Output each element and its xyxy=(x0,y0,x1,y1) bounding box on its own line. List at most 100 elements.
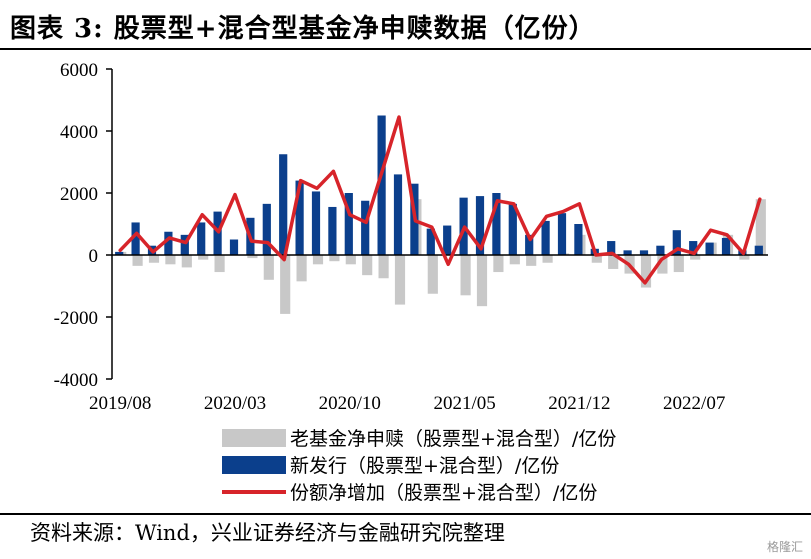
net-increase-point xyxy=(676,247,679,250)
net-increase-point xyxy=(233,193,237,196)
net-increase-point xyxy=(348,213,351,216)
old-fund-bar xyxy=(296,255,307,282)
old-fund-bar xyxy=(263,255,274,280)
new-issue-bar xyxy=(705,242,714,255)
new-issue-bar xyxy=(557,213,567,255)
new-issue-bar xyxy=(180,234,189,255)
net-increase-point xyxy=(611,252,614,255)
source-note: 资料来源：Wind，兴业证券经济与金融研究院整理 xyxy=(30,521,505,545)
old-fund-bar xyxy=(657,255,668,274)
new-issue-bar xyxy=(754,245,763,255)
net-increase-point xyxy=(758,198,761,201)
new-issue-bar xyxy=(656,245,665,255)
new-issue-bar xyxy=(623,250,632,255)
legend-label: 份额净增加（股票型+混合型）/亿份 xyxy=(290,482,597,504)
net-increase-point xyxy=(643,281,647,285)
old-fund-bar xyxy=(362,255,373,276)
new-issue-bar xyxy=(295,180,304,255)
net-increase-point xyxy=(266,241,269,244)
source-rule xyxy=(0,513,811,515)
net-increase-line xyxy=(118,115,762,285)
new-issue-bar xyxy=(131,222,140,255)
old-fund-bar xyxy=(493,255,504,273)
old-fund-bar xyxy=(608,255,619,269)
old-fund-bar xyxy=(640,255,652,288)
net-increase-point xyxy=(725,233,729,237)
y-tick-label: 4000 xyxy=(60,122,98,143)
x-tick-label: 2020/10 xyxy=(319,393,381,414)
y-tick-label: 0 xyxy=(89,246,99,267)
new-issue-bar xyxy=(344,193,353,255)
new-issue-bar xyxy=(229,239,239,255)
old-fund-bar xyxy=(476,255,488,307)
chart-title: 图表 3: 股票型+混合型基金净申赎数据（亿份） xyxy=(10,14,596,44)
y-tick-label: 6000 xyxy=(60,60,98,81)
old-fund-bar xyxy=(165,255,176,265)
net-increase-point xyxy=(709,229,712,232)
net-increase-point xyxy=(315,187,319,190)
net-increase-point xyxy=(660,258,663,261)
new-issue-bar xyxy=(492,193,501,255)
new-issue-bar xyxy=(508,203,517,255)
old-fund-bar xyxy=(394,255,406,305)
legend-label: 老基金净申赎（股票型+混合型）/亿份 xyxy=(290,428,616,450)
new-issue-bar xyxy=(426,228,435,255)
new-issue-bar xyxy=(443,225,452,255)
old-fund-bar xyxy=(280,255,291,314)
old-fund-bar xyxy=(690,255,701,260)
old-fund-bar xyxy=(591,255,602,263)
new-issue-bar xyxy=(607,241,616,255)
old-fund-bar xyxy=(378,255,389,279)
x-tick-label: 2021/05 xyxy=(433,393,495,414)
new-issue-bar xyxy=(115,251,124,255)
net-increase-point xyxy=(299,179,302,182)
old-fund-bar xyxy=(526,255,537,266)
x-tick-label: 2022/07 xyxy=(663,393,725,414)
title-rule xyxy=(0,48,811,50)
net-increase-point xyxy=(447,263,450,266)
x-tick-label: 2019/08 xyxy=(89,393,151,414)
new-issue-bar xyxy=(672,230,681,255)
net-increase-point xyxy=(529,238,532,241)
net-increase-point xyxy=(381,168,384,171)
net-increase-point xyxy=(283,258,286,261)
net-increase-point xyxy=(578,202,581,206)
net-increase-point xyxy=(151,250,155,254)
net-increase-point xyxy=(594,253,597,257)
old-fund-bar xyxy=(132,255,143,266)
net-increase-point xyxy=(742,252,745,255)
old-fund-bar xyxy=(247,255,258,259)
net-increase-point xyxy=(217,230,220,233)
net-increase-point xyxy=(184,241,187,244)
series-new-bars xyxy=(115,115,763,255)
net-increase-point xyxy=(561,210,565,213)
new-issue-bar xyxy=(541,220,550,255)
new-issue-bar xyxy=(311,191,321,255)
new-issue-bar xyxy=(393,174,403,255)
new-issue-bar xyxy=(475,196,485,255)
old-fund-bar xyxy=(312,255,324,265)
legend-swatch-old xyxy=(222,429,286,447)
old-fund-bar xyxy=(329,255,340,262)
old-fund-bar xyxy=(148,255,160,263)
new-issue-bar xyxy=(377,115,386,255)
watermark-logo: 格隆汇 xyxy=(766,540,803,554)
x-tick-label: 2020/03 xyxy=(204,393,266,414)
net-increase-point xyxy=(135,232,138,235)
legend-label: 新发行（股票型+混合型）/亿份 xyxy=(290,455,559,477)
old-fund-bar xyxy=(181,255,192,268)
old-fund-bar xyxy=(345,255,356,265)
legend: 老基金净申赎（股票型+混合型）/亿份新发行（股票型+混合型）/亿份份额净增加（股… xyxy=(222,428,616,504)
net-increase-point xyxy=(332,170,335,173)
net-increase-point xyxy=(414,219,417,223)
net-increase-point xyxy=(512,202,515,206)
old-fund-bar xyxy=(198,255,209,260)
net-increase-point xyxy=(545,215,548,218)
old-fund-bar xyxy=(673,255,684,273)
new-issue-bar xyxy=(279,154,288,255)
net-increase-point xyxy=(479,247,483,250)
old-fund-bar xyxy=(509,255,520,265)
new-issue-bar xyxy=(721,237,731,255)
old-fund-bar xyxy=(460,255,471,296)
